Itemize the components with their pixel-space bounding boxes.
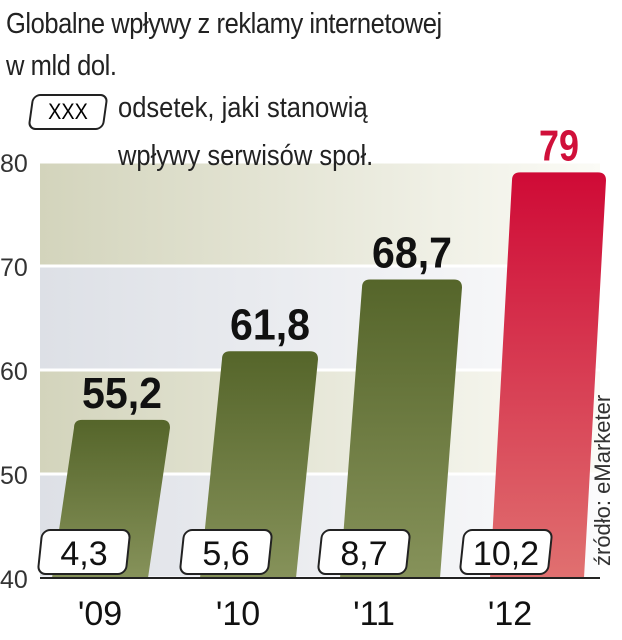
legend-box: XXX (27, 94, 109, 130)
share-badge: 5,6 (179, 529, 273, 575)
legend-text-line1: odsetek, jaki stanowią (118, 92, 368, 124)
y-tick-label: 80 (0, 150, 28, 178)
value-label: 68,7 (372, 229, 452, 278)
share-badge-box (179, 529, 273, 575)
share-badge-box (459, 529, 553, 575)
share-label: 5,6 (202, 535, 249, 573)
chart-subtitle: w mld dol. (6, 50, 117, 82)
value-label: 55,2 (82, 369, 162, 418)
x-tick-label: '10 (216, 595, 260, 633)
share-label: 8,7 (340, 535, 387, 573)
legend-box-label: XXX (48, 99, 88, 124)
x-tick-label: '12 (488, 595, 532, 633)
share-badge: 10,2 (459, 529, 553, 575)
value-label: 79 (539, 121, 579, 170)
x-tick-label: '11 (353, 595, 395, 633)
y-tick-label: 40 (0, 566, 28, 594)
value-label: 61,8 (230, 300, 310, 349)
share-label: 4,3 (60, 535, 107, 573)
background-band (40, 162, 600, 266)
y-tick-label: 60 (0, 358, 28, 386)
source-note: źródło: eMarketer (590, 394, 615, 566)
y-tick-label: 50 (0, 462, 28, 490)
x-tick-label: '09 (78, 595, 122, 633)
share-badge-box (317, 529, 411, 575)
bar (200, 351, 318, 578)
share-badge: 8,7 (317, 529, 411, 575)
share-badge: 4,3 (37, 529, 131, 575)
chart-title: Globalne wpływy z reklamy internetowej (6, 8, 442, 40)
bar (340, 279, 462, 578)
bar (490, 172, 606, 578)
share-label: 10,2 (473, 535, 539, 573)
share-badge-box (37, 529, 131, 575)
y-tick-label: 70 (0, 254, 28, 282)
legend-text-line2: wpływy serwisów społ. (118, 140, 374, 172)
